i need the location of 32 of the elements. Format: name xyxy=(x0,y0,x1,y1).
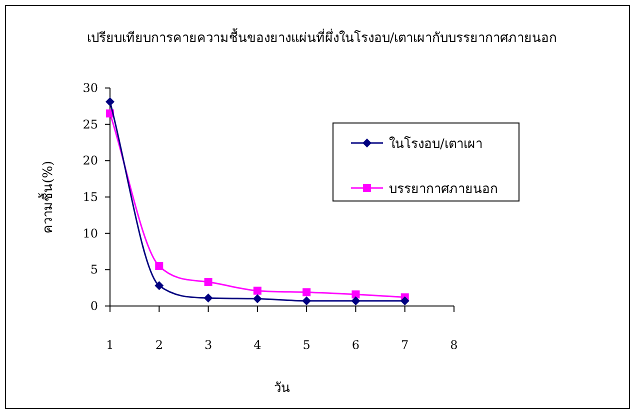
point xyxy=(252,294,262,304)
point xyxy=(351,296,360,306)
point xyxy=(106,97,114,106)
point xyxy=(253,286,262,295)
point xyxy=(302,296,312,306)
y-tick-label: 0 xyxy=(90,299,98,313)
y-tick-label: 20 xyxy=(82,154,98,168)
y-tick-label: 10 xyxy=(82,226,98,240)
legend-label: บรรยากาศภายนอก xyxy=(389,182,498,197)
legend-label: ในโรงอบ/เตาเผา xyxy=(389,136,482,152)
point xyxy=(400,296,410,306)
y-axis-title: ความชื้น(%) xyxy=(38,160,56,234)
point xyxy=(155,262,164,270)
y-tick-label: 30 xyxy=(82,81,98,95)
chart-title: เปรียบเทียบการคายความชื้นของยางแผ่นที่ผึ่งในโรงอบ/เตาเผากับบรรยากาศภายนอก xyxy=(86,28,558,46)
x-tick-label: 4 xyxy=(254,338,262,352)
y-tick-label: 15 xyxy=(82,190,98,204)
x-tick-label: 2 xyxy=(155,338,163,352)
point xyxy=(204,278,212,286)
y-tick-label: 25 xyxy=(82,117,98,132)
x-tick-label: 5 xyxy=(302,338,310,352)
x-tick-label: 7 xyxy=(401,338,409,352)
x-tick-label: 8 xyxy=(450,338,458,352)
x-axis-title: วัน xyxy=(274,381,290,396)
x-tick-label: 6 xyxy=(352,338,360,352)
point xyxy=(154,281,164,290)
point xyxy=(352,290,360,298)
x-tick-label: 1 xyxy=(106,338,114,352)
y-tick-label: 5 xyxy=(90,262,98,277)
point xyxy=(204,294,213,303)
x-tick-label: 3 xyxy=(204,338,212,352)
point xyxy=(302,288,311,296)
